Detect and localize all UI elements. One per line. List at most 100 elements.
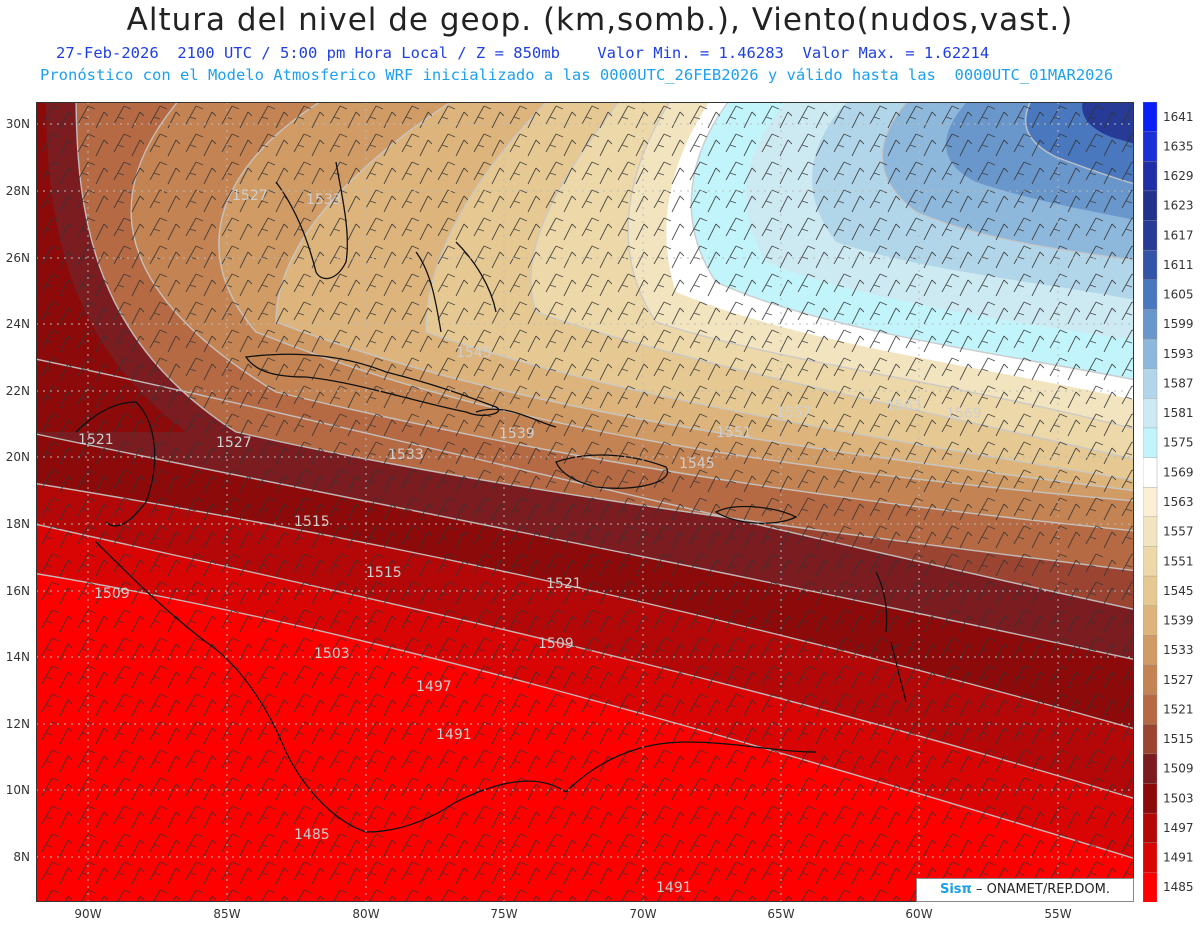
contour-label: 1521 — [546, 576, 582, 592]
lat-label: 8N — [13, 850, 30, 864]
colorbar-swatch — [1143, 279, 1158, 311]
contour-labels: 1527 1533 1545 1521 1527 1533 1539 1551 … — [78, 188, 982, 896]
lat-label: 26N — [6, 251, 30, 265]
colorbar-label: 1509 — [1163, 762, 1194, 776]
coastlines — [75, 161, 907, 833]
lon-label: 65W — [767, 907, 794, 921]
colorbar-swatch — [1143, 724, 1158, 755]
lat-label: 22N — [6, 384, 30, 398]
lat-label: 28N — [6, 184, 30, 198]
wind-barbs — [36, 102, 1134, 902]
contour-label: 1545 — [456, 345, 492, 361]
geopotential-map: 1527 1533 1545 1521 1527 1533 1539 1551 … — [36, 102, 1134, 902]
colorbar-label: 1551 — [1163, 554, 1194, 568]
lat-label: 20N — [6, 450, 30, 464]
contour-label: 1539 — [499, 426, 535, 442]
colorbar-swatch — [1143, 131, 1158, 162]
colorbar-label: 1617 — [1163, 228, 1194, 242]
colorbar-swatch — [1143, 753, 1158, 785]
lon-label: 90W — [74, 907, 101, 921]
colorbar-swatch — [1143, 309, 1158, 340]
colorbar-swatch — [1143, 546, 1158, 577]
colorbar-labels: 1641 1635 1629 1623 1617 1611 1605 1599 1593 1587… — [1163, 110, 1194, 894]
credit-text: – ONAMET/REP.DOM. — [975, 882, 1110, 897]
lat-label: 12N — [6, 717, 30, 731]
colorbar-label: 1545 — [1163, 584, 1194, 598]
contour-label: 1563 — [886, 398, 922, 414]
contour-label: 1491 — [436, 727, 472, 743]
contour-label: 1533 — [306, 192, 342, 208]
lon-label: 85W — [213, 907, 240, 921]
colorbar-swatch — [1143, 220, 1158, 251]
colorbar-swatch — [1143, 575, 1158, 607]
lon-label: 70W — [629, 907, 656, 921]
lat-label: 30N — [6, 117, 30, 131]
colorbar-swatch — [1143, 161, 1158, 192]
map-frame — [36, 102, 1134, 902]
colorbar-label: 1557 — [1163, 525, 1194, 539]
colorbar-label: 1491 — [1163, 851, 1194, 865]
colorbar-label: 1539 — [1163, 614, 1194, 628]
lat-label: 10N — [6, 783, 30, 797]
contour-label: 1557 — [776, 405, 812, 421]
colorbar-swatch — [1143, 872, 1158, 902]
map-title: Altura del nivel de geop. (km,somb.), Vi… — [126, 2, 1074, 38]
colorbar-label: 1515 — [1163, 732, 1194, 746]
contour-label: 1533 — [388, 447, 424, 463]
colorbar-swatch — [1143, 190, 1158, 222]
model-info-line: Pronóstico con el Modelo Atmosferico WRF… — [40, 66, 1114, 84]
contour-label: 1551 — [716, 425, 752, 441]
contour-label: 1515 — [294, 514, 330, 530]
colorbar-label: 1503 — [1163, 791, 1194, 805]
colorbar-swatch — [1143, 783, 1158, 814]
contour-label: 1503 — [314, 646, 350, 662]
lat-label: 24N — [6, 317, 30, 331]
contour-label: 1569 — [946, 406, 982, 422]
credit-box: Sisπ – ONAMET/REP.DOM. — [916, 878, 1134, 902]
lon-label: 60W — [905, 907, 932, 921]
contour-label: 1491 — [656, 880, 692, 896]
colorbar-swatches — [1143, 102, 1158, 902]
colorbar-swatch — [1143, 368, 1158, 400]
contour-label: 1497 — [416, 679, 452, 695]
colorbar-label: 1527 — [1163, 673, 1194, 687]
lat-label: 18N — [6, 517, 30, 531]
colorbar-swatch — [1143, 812, 1158, 844]
colorbar-swatch — [1143, 398, 1158, 429]
colorbar-swatch — [1143, 457, 1158, 488]
lon-label: 80W — [352, 907, 379, 921]
contour-label: 1515 — [366, 565, 402, 581]
contour-label: 1527 — [216, 435, 252, 451]
colorbar-label: 1533 — [1163, 643, 1194, 657]
lon-label: 55W — [1044, 907, 1071, 921]
valid-time-line: 27-Feb-2026 2100 UTC / 5:00 pm Hora Loca… — [56, 44, 990, 62]
lon-label: 75W — [490, 907, 517, 921]
colorbar-swatch — [1143, 427, 1158, 459]
colorbar-swatch — [1143, 605, 1158, 637]
colorbar-label: 1623 — [1163, 199, 1194, 213]
colorbar-label: 1569 — [1163, 465, 1194, 479]
colorbar-swatch — [1143, 249, 1158, 281]
colorbar-label: 1497 — [1163, 821, 1194, 835]
colorbar-swatch — [1143, 694, 1158, 725]
colorbar: 1641 1635 1629 1623 1617 1611 1605 1599 1593 1587… — [1143, 102, 1194, 902]
colorbar-swatch — [1143, 664, 1158, 696]
contour-label: 1485 — [294, 827, 330, 843]
colorbar-label: 1611 — [1163, 258, 1194, 272]
colorbar-label: 1641 — [1163, 110, 1194, 124]
contour-label: 1545 — [679, 456, 715, 472]
colorbar-label: 1485 — [1163, 880, 1194, 894]
colorbar-swatch — [1143, 338, 1158, 370]
colorbar-swatch — [1143, 842, 1158, 874]
colorbar-label: 1605 — [1163, 288, 1194, 302]
colorbar-swatch — [1143, 486, 1158, 518]
colorbar-label: 1587 — [1163, 376, 1194, 390]
contour-label: 1509 — [94, 586, 130, 602]
colorbar-swatch — [1143, 635, 1158, 666]
colorbar-label: 1629 — [1163, 169, 1194, 183]
colorbar-label: 1593 — [1163, 347, 1194, 361]
sispi-logo: Sisπ — [939, 882, 972, 897]
colorbar-label: 1575 — [1163, 436, 1194, 450]
graticule — [36, 102, 1134, 902]
contour-label: 1521 — [78, 432, 114, 448]
